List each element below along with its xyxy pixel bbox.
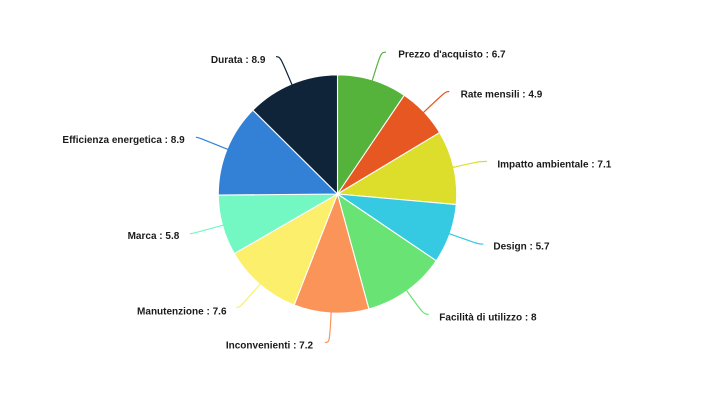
svg-text:Inconvenienti : 7.2: Inconvenienti : 7.2 bbox=[226, 341, 314, 352]
svg-text:Prezzo d'acquisto : 6.7: Prezzo d'acquisto : 6.7 bbox=[398, 49, 506, 60]
svg-text:Marca : 5.8: Marca : 5.8 bbox=[128, 231, 180, 242]
svg-text:Durata : 8.9: Durata : 8.9 bbox=[211, 55, 266, 66]
svg-text:Design : 5.7: Design : 5.7 bbox=[493, 241, 550, 252]
svg-text:Facilità di utilizzo : 8: Facilità di utilizzo : 8 bbox=[439, 313, 537, 324]
svg-text:Rate mensili : 4.9: Rate mensili : 4.9 bbox=[461, 90, 543, 101]
svg-text:Efficienza energetica : 8.9: Efficienza energetica : 8.9 bbox=[62, 135, 185, 146]
svg-text:Impatto ambientale : 7.1: Impatto ambientale : 7.1 bbox=[497, 159, 611, 170]
svg-text:Manutenzione : 7.6: Manutenzione : 7.6 bbox=[137, 306, 227, 317]
